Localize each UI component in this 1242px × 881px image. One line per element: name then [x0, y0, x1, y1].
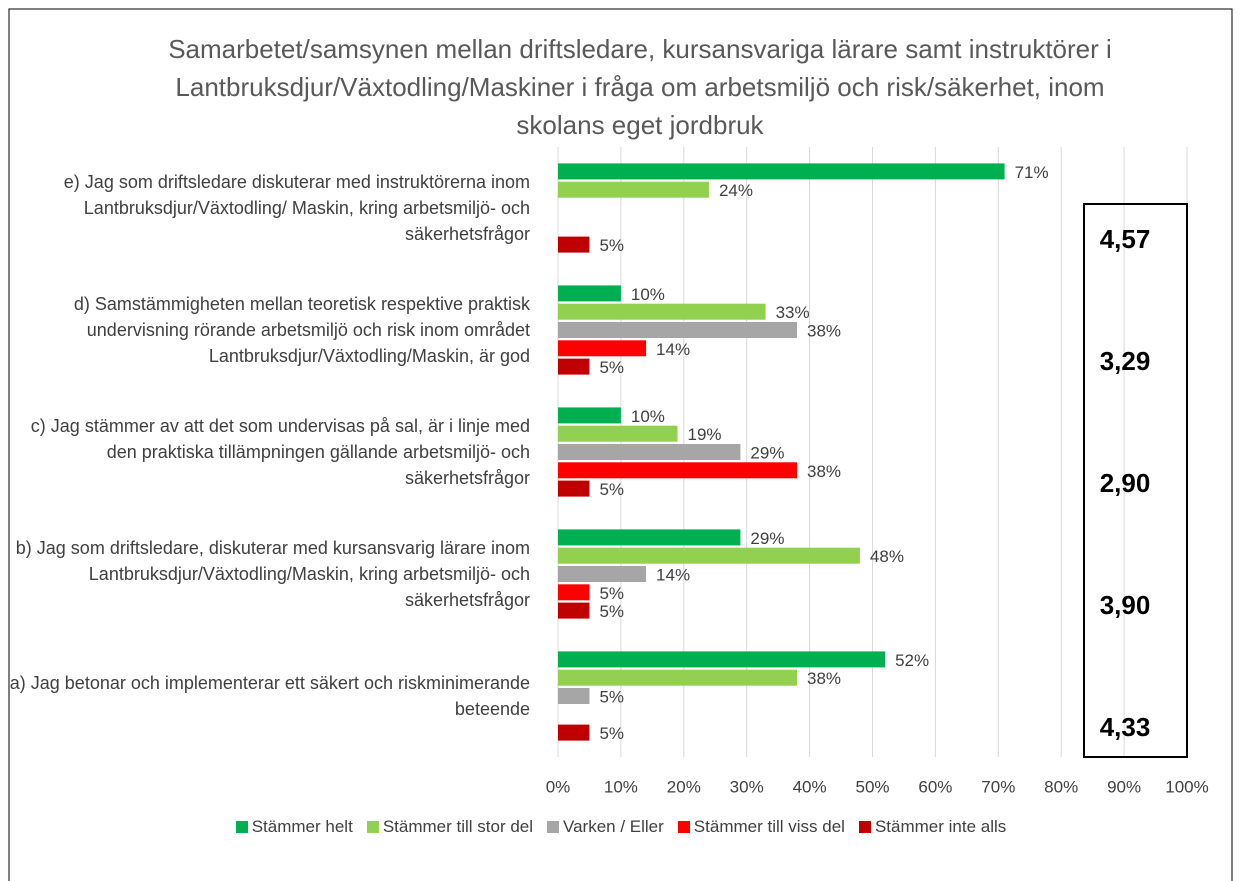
x-tick-label: 0% — [546, 777, 571, 796]
bar — [558, 358, 590, 375]
bar — [558, 651, 886, 668]
x-tick-label: 70% — [981, 777, 1015, 796]
annotation: 3,29 — [1100, 346, 1151, 376]
data-label: 5% — [599, 687, 624, 706]
data-label: 71% — [1015, 163, 1049, 182]
x-tick-label: 60% — [918, 777, 952, 796]
x-tick-label: 20% — [667, 777, 701, 796]
x-tick-label: 10% — [604, 777, 638, 796]
legend-item: Stämmer till viss del — [677, 817, 845, 837]
bar — [558, 584, 590, 601]
bar — [558, 724, 590, 741]
category-label: c) Jag stämmer av att det som undervisas… — [30, 416, 530, 488]
chart-title: Samarbetet/samsynen mellan driftsledare,… — [168, 34, 1112, 140]
data-label: 14% — [656, 565, 690, 584]
legend-label: Stämmer till viss del — [693, 817, 845, 836]
legend-label: Stämmer inte alls — [874, 817, 1007, 836]
bar — [558, 566, 647, 582]
bar — [558, 163, 1005, 180]
bar — [558, 340, 647, 357]
x-tick-label: 40% — [793, 777, 827, 796]
legend-label: Stämmer helt — [251, 817, 353, 836]
bar — [558, 303, 766, 320]
legend-swatch — [858, 821, 871, 833]
data-label: 5% — [599, 480, 624, 499]
data-label: 5% — [599, 236, 624, 255]
legend-swatch — [366, 821, 379, 833]
bar — [558, 529, 741, 546]
bar — [558, 407, 621, 424]
bar — [558, 322, 798, 338]
legend-label: Varken / Eller — [563, 817, 664, 836]
annotation: 2,90 — [1100, 468, 1151, 498]
data-label: 5% — [599, 358, 624, 377]
legend-swatch — [677, 821, 690, 833]
bar — [558, 669, 798, 686]
category-label: b) Jag som driftsledare, diskuterar med … — [15, 538, 530, 610]
frame — [8, 8, 1233, 881]
data-label: 48% — [870, 547, 904, 566]
bar — [558, 688, 590, 704]
data-label: 29% — [750, 529, 784, 548]
data-label: 38% — [807, 321, 841, 340]
bar — [558, 181, 709, 198]
legend-item: Stämmer inte alls — [858, 817, 1007, 837]
bar — [558, 444, 741, 460]
bar — [558, 236, 590, 253]
x-tick-label: 90% — [1107, 777, 1141, 796]
x-tick-label: 80% — [1044, 777, 1078, 796]
x-tick-label: 100% — [1165, 777, 1208, 796]
data-label: 10% — [631, 285, 665, 304]
x-tick-label: 50% — [855, 777, 889, 796]
category-label: e) Jag som driftsledare diskuterar med i… — [63, 172, 530, 244]
legend: Stämmer helt Stämmer till stor del Varken … — [0, 817, 1242, 837]
data-label: 19% — [688, 425, 722, 444]
data-label: 5% — [599, 724, 624, 743]
data-label: 33% — [776, 303, 810, 322]
category-label: a) Jag betonar och implementerar ett säk… — [9, 673, 530, 719]
legend-swatch — [235, 821, 248, 833]
annotation: 3,90 — [1100, 590, 1151, 620]
bar — [558, 480, 590, 497]
annotation: 4,33 — [1100, 712, 1151, 742]
x-tick-label: 30% — [730, 777, 764, 796]
bar — [558, 547, 860, 564]
data-label: 10% — [631, 407, 665, 426]
data-label: 38% — [807, 669, 841, 688]
annotation: 4,57 — [1100, 224, 1151, 254]
legend-item: Stämmer till stor del — [366, 817, 534, 837]
data-label: 38% — [807, 462, 841, 481]
legend-item: Varken / Eller — [547, 817, 664, 837]
data-label: 52% — [895, 651, 929, 670]
legend-item: Stämmer helt — [235, 817, 353, 837]
category-label: d) Samstämmigheten mellan teoretisk resp… — [73, 294, 530, 366]
bar — [558, 285, 621, 302]
data-label: 5% — [599, 584, 624, 603]
legend-label: Stämmer till stor del — [382, 817, 534, 836]
data-label: 14% — [656, 340, 690, 359]
bar — [558, 425, 678, 442]
data-label: 29% — [750, 443, 784, 462]
legend-swatch — [547, 821, 560, 833]
data-label: 24% — [719, 181, 753, 200]
data-label: 5% — [599, 602, 624, 621]
bar — [558, 602, 590, 619]
bar — [558, 462, 798, 479]
annotation-box — [1083, 203, 1188, 758]
